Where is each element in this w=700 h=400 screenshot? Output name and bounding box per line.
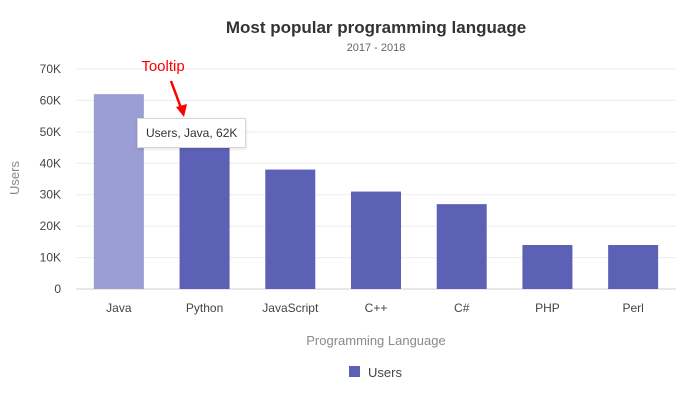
x-tick-label: JavaScript — [262, 301, 319, 315]
y-tick-label: 60K — [40, 93, 61, 107]
x-tick-label: Java — [106, 301, 132, 315]
y-tick-label: 40K — [40, 156, 61, 170]
bar-c-[interactable] — [436, 204, 487, 289]
y-tick-label: 30K — [40, 188, 61, 202]
x-tick-label: C++ — [365, 301, 388, 315]
bar-php[interactable] — [522, 245, 573, 289]
bar-java[interactable] — [93, 94, 144, 290]
x-axis-title: Programming Language — [306, 333, 445, 348]
bars — [93, 94, 659, 290]
legend[interactable]: Users — [349, 365, 402, 380]
y-tick-label: 20K — [40, 219, 61, 233]
legend-swatch[interactable] — [349, 366, 360, 377]
y-tick-label: 0 — [54, 282, 61, 296]
chart-subtitle: 2017 - 2018 — [347, 42, 406, 54]
bar-javascript[interactable] — [265, 169, 316, 289]
x-tick-label: Python — [186, 301, 223, 315]
x-axis-ticks: Java Python JavaScript C++ C# PHP Perl — [106, 301, 644, 315]
bar-perl[interactable] — [608, 245, 659, 289]
y-axis-ticks: 0 10K 20K 30K 40K 50K 60K 70K — [40, 62, 62, 296]
tooltip-annotation-label: Tooltip — [141, 58, 184, 75]
bar-tooltip: Users, Java, 62K — [137, 118, 247, 148]
x-tick-label: PHP — [535, 301, 560, 315]
chart-title: Most popular programming language — [226, 18, 526, 37]
y-axis-title: Users — [7, 161, 22, 195]
x-tick-label: Perl — [622, 301, 643, 315]
x-tick-label: C# — [454, 301, 470, 315]
bar-python[interactable] — [179, 147, 230, 289]
legend-label[interactable]: Users — [368, 365, 402, 380]
y-tick-label: 70K — [40, 62, 61, 76]
y-tick-label: 10K — [40, 251, 61, 265]
y-tick-label: 50K — [40, 125, 61, 139]
annotation-arrow — [169, 80, 187, 117]
bar-c-[interactable] — [351, 191, 401, 289]
